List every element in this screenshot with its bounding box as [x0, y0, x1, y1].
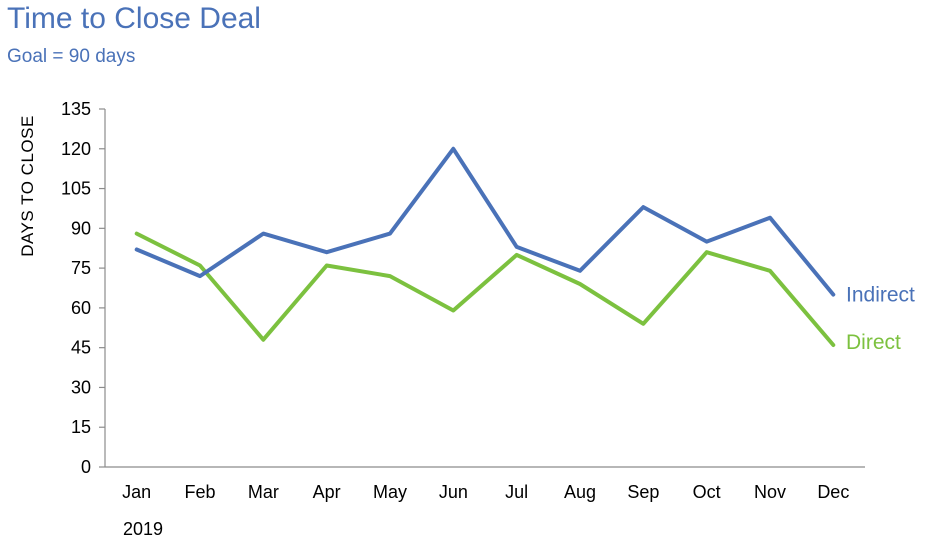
series-lines	[134, 146, 836, 347]
x-tick-label: Oct	[693, 482, 721, 502]
x-tick-label: Dec	[817, 482, 849, 502]
y-tick-label: 75	[71, 258, 91, 278]
y-tick-label: 120	[61, 139, 91, 159]
x-tick-label: Mar	[248, 482, 279, 502]
y-axis-label: DAYS TO CLOSE	[18, 115, 37, 257]
x-tick-label: Sep	[627, 482, 659, 502]
x-tick-label: May	[373, 482, 407, 502]
x-tick-label: Aug	[564, 482, 596, 502]
x-tick-label: Feb	[184, 482, 215, 502]
y-tick-label: 0	[81, 457, 91, 477]
series-label-indirect: Indirect	[846, 284, 915, 307]
y-tick-label: 90	[71, 218, 91, 238]
x-tick-label: Jul	[505, 482, 528, 502]
chart-subtitle: Goal = 90 days	[7, 46, 136, 67]
y-tick-label: 60	[71, 298, 91, 318]
chart-title: Time to Close Deal	[7, 2, 261, 35]
x-tick-labels: Jan Feb Mar Apr May Jun Jul Aug Sep Oct Nov Dec	[122, 482, 849, 502]
x-tick-label: Apr	[313, 482, 341, 502]
series-end-labels: Indirect Direct	[846, 284, 915, 354]
y-tick-label: 30	[71, 377, 91, 397]
year-label: 2019	[123, 519, 163, 539]
series-line-direct	[134, 231, 836, 347]
y-tick-label: 45	[71, 338, 91, 358]
y-tick-labels: 0 15 30 45 60 75 90 105 120 135	[61, 99, 105, 477]
series-label-direct: Direct	[846, 331, 901, 354]
y-tick-label: 105	[61, 179, 91, 199]
axes	[104, 109, 865, 468]
y-tick-label: 135	[61, 99, 91, 119]
x-tick-label: Jan	[122, 482, 151, 502]
x-tick-label: Jun	[439, 482, 468, 502]
x-tick-label: Nov	[754, 482, 786, 502]
series-line-indirect	[134, 146, 836, 297]
y-tick-label: 15	[71, 417, 91, 437]
